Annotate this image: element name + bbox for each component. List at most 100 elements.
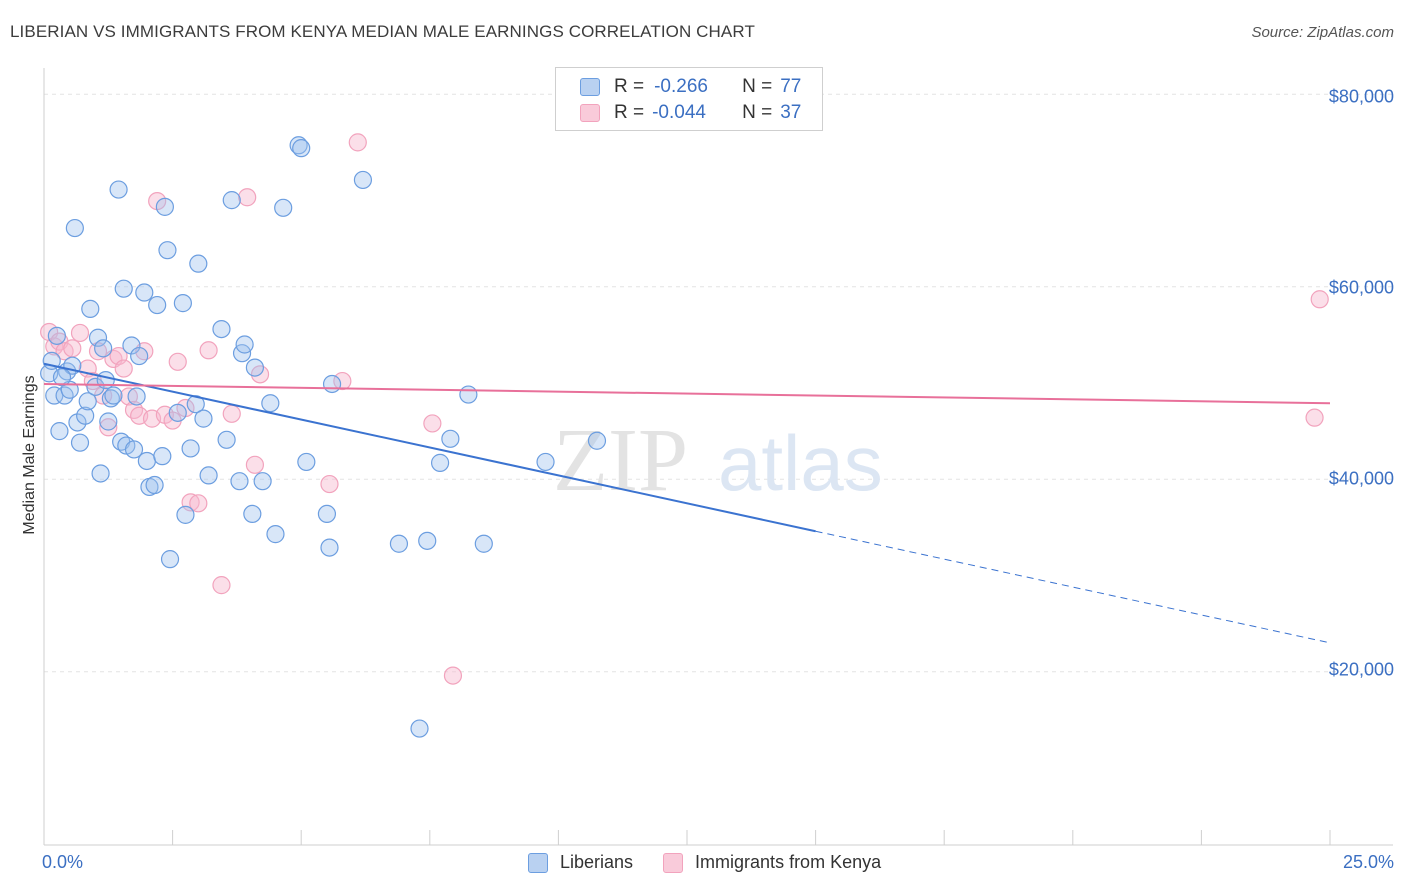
data-point-liberians xyxy=(130,346,149,366)
y-tick-label: $60,000 xyxy=(1328,277,1394,298)
y-tick-label: $20,000 xyxy=(1328,659,1394,680)
trend-line-liberians xyxy=(43,362,816,533)
data-point-liberians xyxy=(261,394,280,413)
data-point-kenya xyxy=(199,341,218,360)
data-point-kenya xyxy=(443,666,463,685)
data-point-liberians xyxy=(217,430,236,449)
data-point-kenya xyxy=(333,371,352,391)
y-tick-label: $80,000 xyxy=(1328,86,1394,107)
data-point-liberians xyxy=(86,377,105,396)
y-axis-label: Median Male Earnings xyxy=(21,375,38,535)
data-point-liberians xyxy=(266,525,285,544)
data-point-liberians xyxy=(353,170,373,190)
data-point-kenya xyxy=(114,359,133,378)
legend-swatch-blue xyxy=(528,852,548,873)
data-point-liberians xyxy=(389,534,409,553)
y-tick-label: $40,000 xyxy=(1328,468,1394,489)
data-point-kenya xyxy=(238,188,257,207)
legend-swatch-pink xyxy=(580,104,600,122)
data-point-liberians xyxy=(176,505,195,524)
data-point-liberians xyxy=(173,294,192,313)
data-point-liberians xyxy=(222,191,241,210)
data-point-kenya xyxy=(63,339,82,358)
data-point-liberians xyxy=(109,180,128,199)
data-point-kenya xyxy=(1305,408,1324,427)
data-point-kenya xyxy=(119,387,138,406)
watermark-zip: ZIP xyxy=(553,411,688,510)
data-point-liberians xyxy=(430,453,450,472)
data-point-liberians xyxy=(536,452,555,472)
data-point-liberians xyxy=(441,429,460,448)
legend-r-label: R = xyxy=(614,102,645,123)
data-point-liberians xyxy=(459,385,478,404)
data-point-liberians xyxy=(137,451,156,471)
data-point-liberians xyxy=(317,504,337,524)
data-point-liberians xyxy=(76,406,95,425)
data-point-liberians xyxy=(253,472,272,491)
data-point-liberians xyxy=(410,719,429,738)
data-point-liberians xyxy=(194,409,213,428)
data-point-liberians xyxy=(50,422,69,441)
data-point-liberians xyxy=(418,531,437,550)
series-liberians-points xyxy=(40,136,607,738)
data-point-kenya xyxy=(124,400,144,420)
data-point-liberians xyxy=(96,371,115,390)
data-point-liberians xyxy=(181,439,200,458)
series-legend: Liberians Immigrants from Kenya xyxy=(528,852,911,873)
data-point-liberians xyxy=(68,413,87,432)
x-tick-label-max: 25.0% xyxy=(1342,852,1394,872)
data-point-liberians xyxy=(52,368,72,387)
data-point-liberians xyxy=(322,374,342,394)
data-point-kenya xyxy=(88,342,108,361)
legend-n-label: N = xyxy=(742,102,773,123)
watermark: ZIP atlas xyxy=(553,411,883,510)
data-point-liberians xyxy=(243,504,262,524)
data-point-liberians xyxy=(65,218,84,238)
data-point-liberians xyxy=(230,472,249,491)
data-point-kenya xyxy=(99,418,118,437)
legend-r-value: -0.044 xyxy=(652,102,706,123)
data-point-kenya xyxy=(320,474,339,494)
data-point-liberians xyxy=(474,534,493,553)
watermark-atlas: atlas xyxy=(718,419,883,507)
data-point-liberians xyxy=(168,403,187,422)
data-point-liberians xyxy=(199,466,218,485)
data-point-liberians xyxy=(320,538,339,557)
legend-swatch-blue xyxy=(580,78,600,96)
legend-item-kenya[interactable]: Immigrants from Kenya xyxy=(663,852,881,873)
data-point-liberians xyxy=(289,136,308,155)
data-point-liberians xyxy=(124,440,144,459)
trend-line-kenya xyxy=(43,382,1331,405)
data-point-kenya xyxy=(189,494,208,513)
legend-n-label: N = xyxy=(742,76,773,97)
data-point-kenya xyxy=(245,455,265,474)
x-tick-label-min: 0.0% xyxy=(42,852,84,872)
data-point-liberians xyxy=(104,386,123,405)
data-point-liberians xyxy=(88,328,108,347)
chart-title: LIBERIAN VS IMMIGRANTS FROM KENYA MEDIAN… xyxy=(10,22,755,41)
data-point-liberians xyxy=(55,386,74,405)
source-label: Source: ZipAtlas.com xyxy=(1251,24,1394,41)
trend-line-liberians-extension xyxy=(815,530,1331,644)
legend-item-liberians[interactable]: Liberians xyxy=(528,852,633,873)
data-point-kenya xyxy=(45,337,64,356)
legend-r-label: R = xyxy=(614,76,645,97)
data-point-kenya xyxy=(348,133,367,152)
legend-row-liberians: R = -0.266 N = 77 xyxy=(580,75,801,99)
data-point-liberians xyxy=(99,412,118,431)
data-point-liberians xyxy=(148,295,167,315)
data-point-liberians xyxy=(145,475,164,495)
legend-label-liberians: Liberians xyxy=(560,852,634,872)
legend-row-kenya: R = -0.044 N = 37 xyxy=(580,101,801,125)
data-point-liberians xyxy=(235,335,254,354)
data-point-liberians xyxy=(114,279,133,298)
data-point-liberians xyxy=(70,433,90,452)
series-kenya-points xyxy=(40,133,1329,685)
data-point-liberians xyxy=(189,254,208,273)
legend-r-value: -0.266 xyxy=(654,76,708,97)
data-point-liberians xyxy=(47,326,66,345)
data-point-kenya xyxy=(423,414,442,433)
data-point-liberians xyxy=(127,387,146,406)
data-point-liberians xyxy=(245,358,265,377)
legend-label-kenya: Immigrants from Kenya xyxy=(695,852,882,872)
